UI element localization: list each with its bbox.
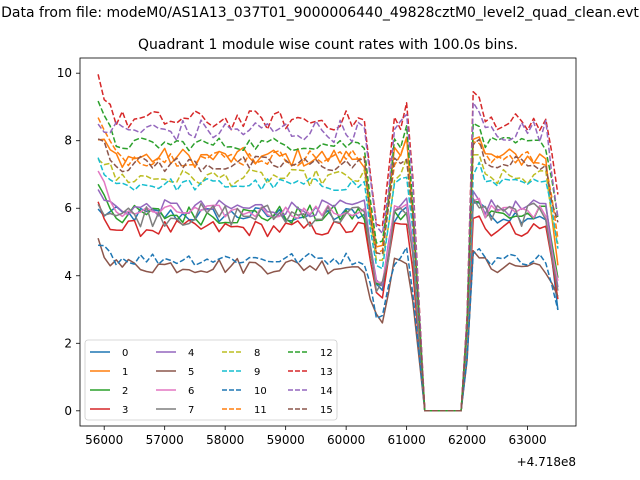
y-tick-label: 0 [64,404,72,418]
x-tick-label: 56000 [85,433,123,447]
legend-label-11: 11 [254,405,267,416]
x-tick-label: 58000 [206,433,244,447]
figure-suptitle: Data from file: modeM0/AS1A13_037T01_900… [1,5,639,21]
x-tick-label: 60000 [327,433,365,447]
y-tick-label: 10 [57,66,72,80]
series-line-13 [97,74,559,412]
y-tick-label: 2 [64,336,72,350]
legend-label-7: 7 [188,405,194,416]
legend-label-0: 0 [122,348,128,359]
y-axis: 0 2 4 6 8 10 [57,66,80,418]
y-tick-label: 8 [64,134,72,148]
plot-lines [97,74,559,412]
legend-label-4: 4 [188,348,194,359]
legend-label-3: 3 [122,405,128,416]
x-tick-label: 63000 [509,433,547,447]
legend-label-12: 12 [320,348,333,359]
y-tick-label: 6 [64,201,72,215]
series-line-8 [97,154,559,412]
legend-label-5: 5 [188,367,194,378]
chart-title: Quadrant 1 module wise count rates with … [138,37,518,53]
legend-label-2: 2 [122,386,128,397]
series-line-10 [98,244,559,412]
legend-label-13: 13 [320,367,333,378]
legend-label-8: 8 [254,348,260,359]
y-tick-label: 4 [64,269,72,283]
series-line-7 [97,197,559,412]
legend-label-14: 14 [320,386,333,397]
x-tick-label: 61000 [388,433,426,447]
series-line-3 [97,201,559,412]
legend-box [84,339,338,421]
legend-label-1: 1 [122,367,128,378]
legend-label-15: 15 [320,405,333,416]
legend-label-6: 6 [188,386,194,397]
series-line-14 [97,101,559,412]
series-line-6 [97,170,559,412]
x-offset-label: +4.718e8 [517,455,576,469]
series-line-9 [97,157,559,412]
x-tick-label: 59000 [267,433,305,447]
x-tick-label: 62000 [448,433,486,447]
series-line-15 [97,138,559,412]
x-tick-label: 57000 [146,433,184,447]
legend-label-9: 9 [254,367,260,378]
legend-label-10: 10 [254,386,267,397]
series-line-12 [97,100,559,412]
axes-frame [79,57,577,427]
series-line-5 [97,237,559,412]
x-axis: 56000 57000 58000 59000 60000 61000 62000 63000 [85,426,547,447]
